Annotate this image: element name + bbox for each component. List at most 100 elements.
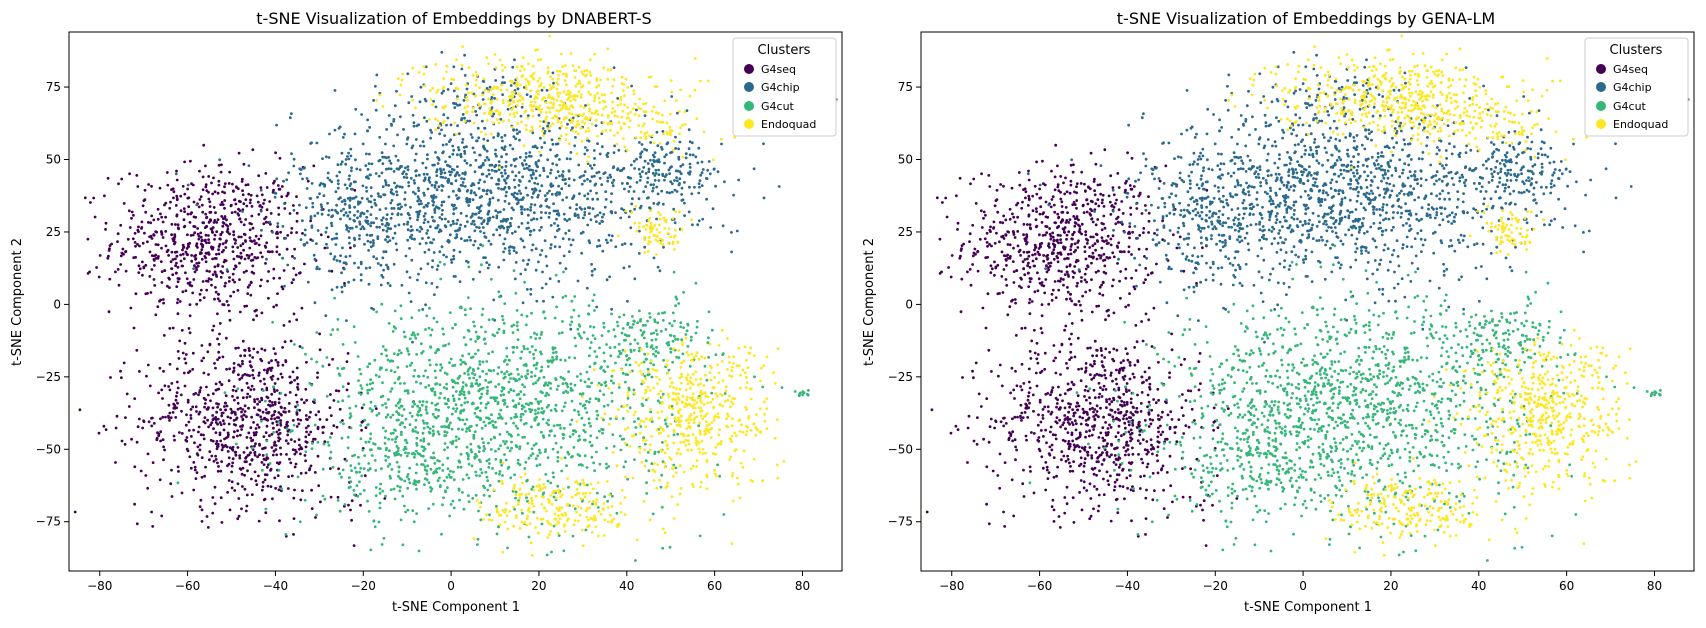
data-point bbox=[375, 217, 378, 220]
data-point bbox=[175, 271, 178, 275]
data-point bbox=[547, 121, 551, 125]
data-point bbox=[477, 384, 480, 387]
data-point bbox=[491, 467, 494, 470]
data-point bbox=[593, 267, 597, 271]
data-point bbox=[691, 153, 695, 157]
data-point bbox=[177, 470, 180, 473]
data-point bbox=[449, 223, 453, 227]
data-point bbox=[220, 200, 224, 204]
data-point bbox=[346, 435, 350, 439]
data-point bbox=[403, 479, 407, 483]
data-point bbox=[458, 250, 462, 254]
data-point bbox=[393, 381, 397, 385]
data-point bbox=[615, 511, 619, 515]
data-point bbox=[272, 431, 275, 434]
data-point bbox=[298, 167, 302, 171]
data-point bbox=[318, 267, 321, 271]
data-point bbox=[325, 418, 329, 421]
data-point bbox=[497, 168, 501, 172]
data-point bbox=[620, 207, 623, 211]
data-point bbox=[235, 254, 239, 258]
data-point bbox=[609, 175, 613, 179]
data-point bbox=[619, 216, 623, 220]
data-point bbox=[427, 507, 430, 510]
data-point bbox=[126, 237, 130, 241]
data-point bbox=[226, 431, 230, 435]
data-point bbox=[274, 358, 278, 362]
data-point bbox=[532, 364, 536, 367]
data-point bbox=[499, 416, 503, 420]
data-point bbox=[595, 450, 598, 454]
data-point bbox=[556, 224, 560, 228]
data-point bbox=[469, 448, 473, 452]
data-point bbox=[618, 169, 622, 173]
data-point bbox=[664, 328, 668, 331]
data-point bbox=[583, 170, 587, 174]
data-point bbox=[208, 200, 212, 204]
data-point bbox=[348, 199, 352, 202]
data-point bbox=[514, 403, 518, 407]
data-point bbox=[611, 181, 614, 185]
data-point bbox=[258, 442, 261, 446]
data-point bbox=[213, 237, 216, 241]
data-point bbox=[602, 351, 606, 355]
data-point bbox=[553, 235, 557, 239]
data-point bbox=[390, 207, 394, 210]
data-point bbox=[520, 208, 523, 211]
data-point bbox=[381, 256, 385, 260]
data-point bbox=[549, 171, 552, 175]
data-point bbox=[175, 254, 179, 258]
data-point bbox=[158, 186, 162, 190]
data-point bbox=[415, 353, 419, 356]
data-point bbox=[668, 191, 671, 195]
data-point bbox=[211, 226, 215, 229]
data-point bbox=[440, 245, 444, 249]
data-point bbox=[558, 423, 562, 427]
data-point bbox=[231, 461, 235, 465]
data-point bbox=[514, 261, 518, 264]
data-point bbox=[197, 237, 201, 241]
data-point bbox=[298, 408, 302, 412]
data-point bbox=[295, 411, 299, 414]
data-point bbox=[244, 198, 248, 202]
data-point bbox=[349, 147, 353, 151]
data-point bbox=[534, 337, 538, 340]
data-point bbox=[231, 250, 235, 254]
data-point bbox=[231, 370, 235, 374]
data-point bbox=[551, 142, 555, 146]
data-point bbox=[464, 313, 467, 317]
data-point bbox=[399, 317, 403, 321]
data-point bbox=[217, 350, 221, 354]
data-point bbox=[376, 237, 380, 241]
data-point bbox=[374, 172, 378, 175]
data-point bbox=[353, 219, 356, 223]
data-point bbox=[419, 267, 423, 271]
data-point bbox=[575, 203, 579, 207]
data-point bbox=[224, 401, 228, 405]
data-point bbox=[152, 233, 156, 236]
data-point bbox=[573, 383, 577, 387]
data-point bbox=[404, 451, 407, 455]
data-point bbox=[631, 197, 634, 201]
data-point bbox=[485, 174, 489, 178]
data-point bbox=[498, 233, 502, 237]
data-point bbox=[351, 187, 354, 191]
data-point bbox=[120, 177, 124, 181]
data-point bbox=[668, 322, 672, 325]
data-point bbox=[459, 211, 463, 215]
data-point bbox=[168, 286, 171, 289]
data-point bbox=[264, 431, 268, 434]
data-point bbox=[422, 439, 426, 443]
data-point bbox=[290, 474, 294, 478]
data-point bbox=[689, 338, 693, 342]
data-point bbox=[390, 438, 394, 441]
data-point bbox=[383, 193, 387, 197]
data-point bbox=[458, 306, 462, 309]
data-point bbox=[257, 408, 261, 412]
data-point bbox=[437, 207, 441, 210]
data-point bbox=[269, 212, 273, 215]
data-point bbox=[260, 359, 264, 363]
data-point bbox=[515, 415, 519, 419]
data-point bbox=[190, 435, 193, 438]
data-point bbox=[480, 119, 484, 123]
